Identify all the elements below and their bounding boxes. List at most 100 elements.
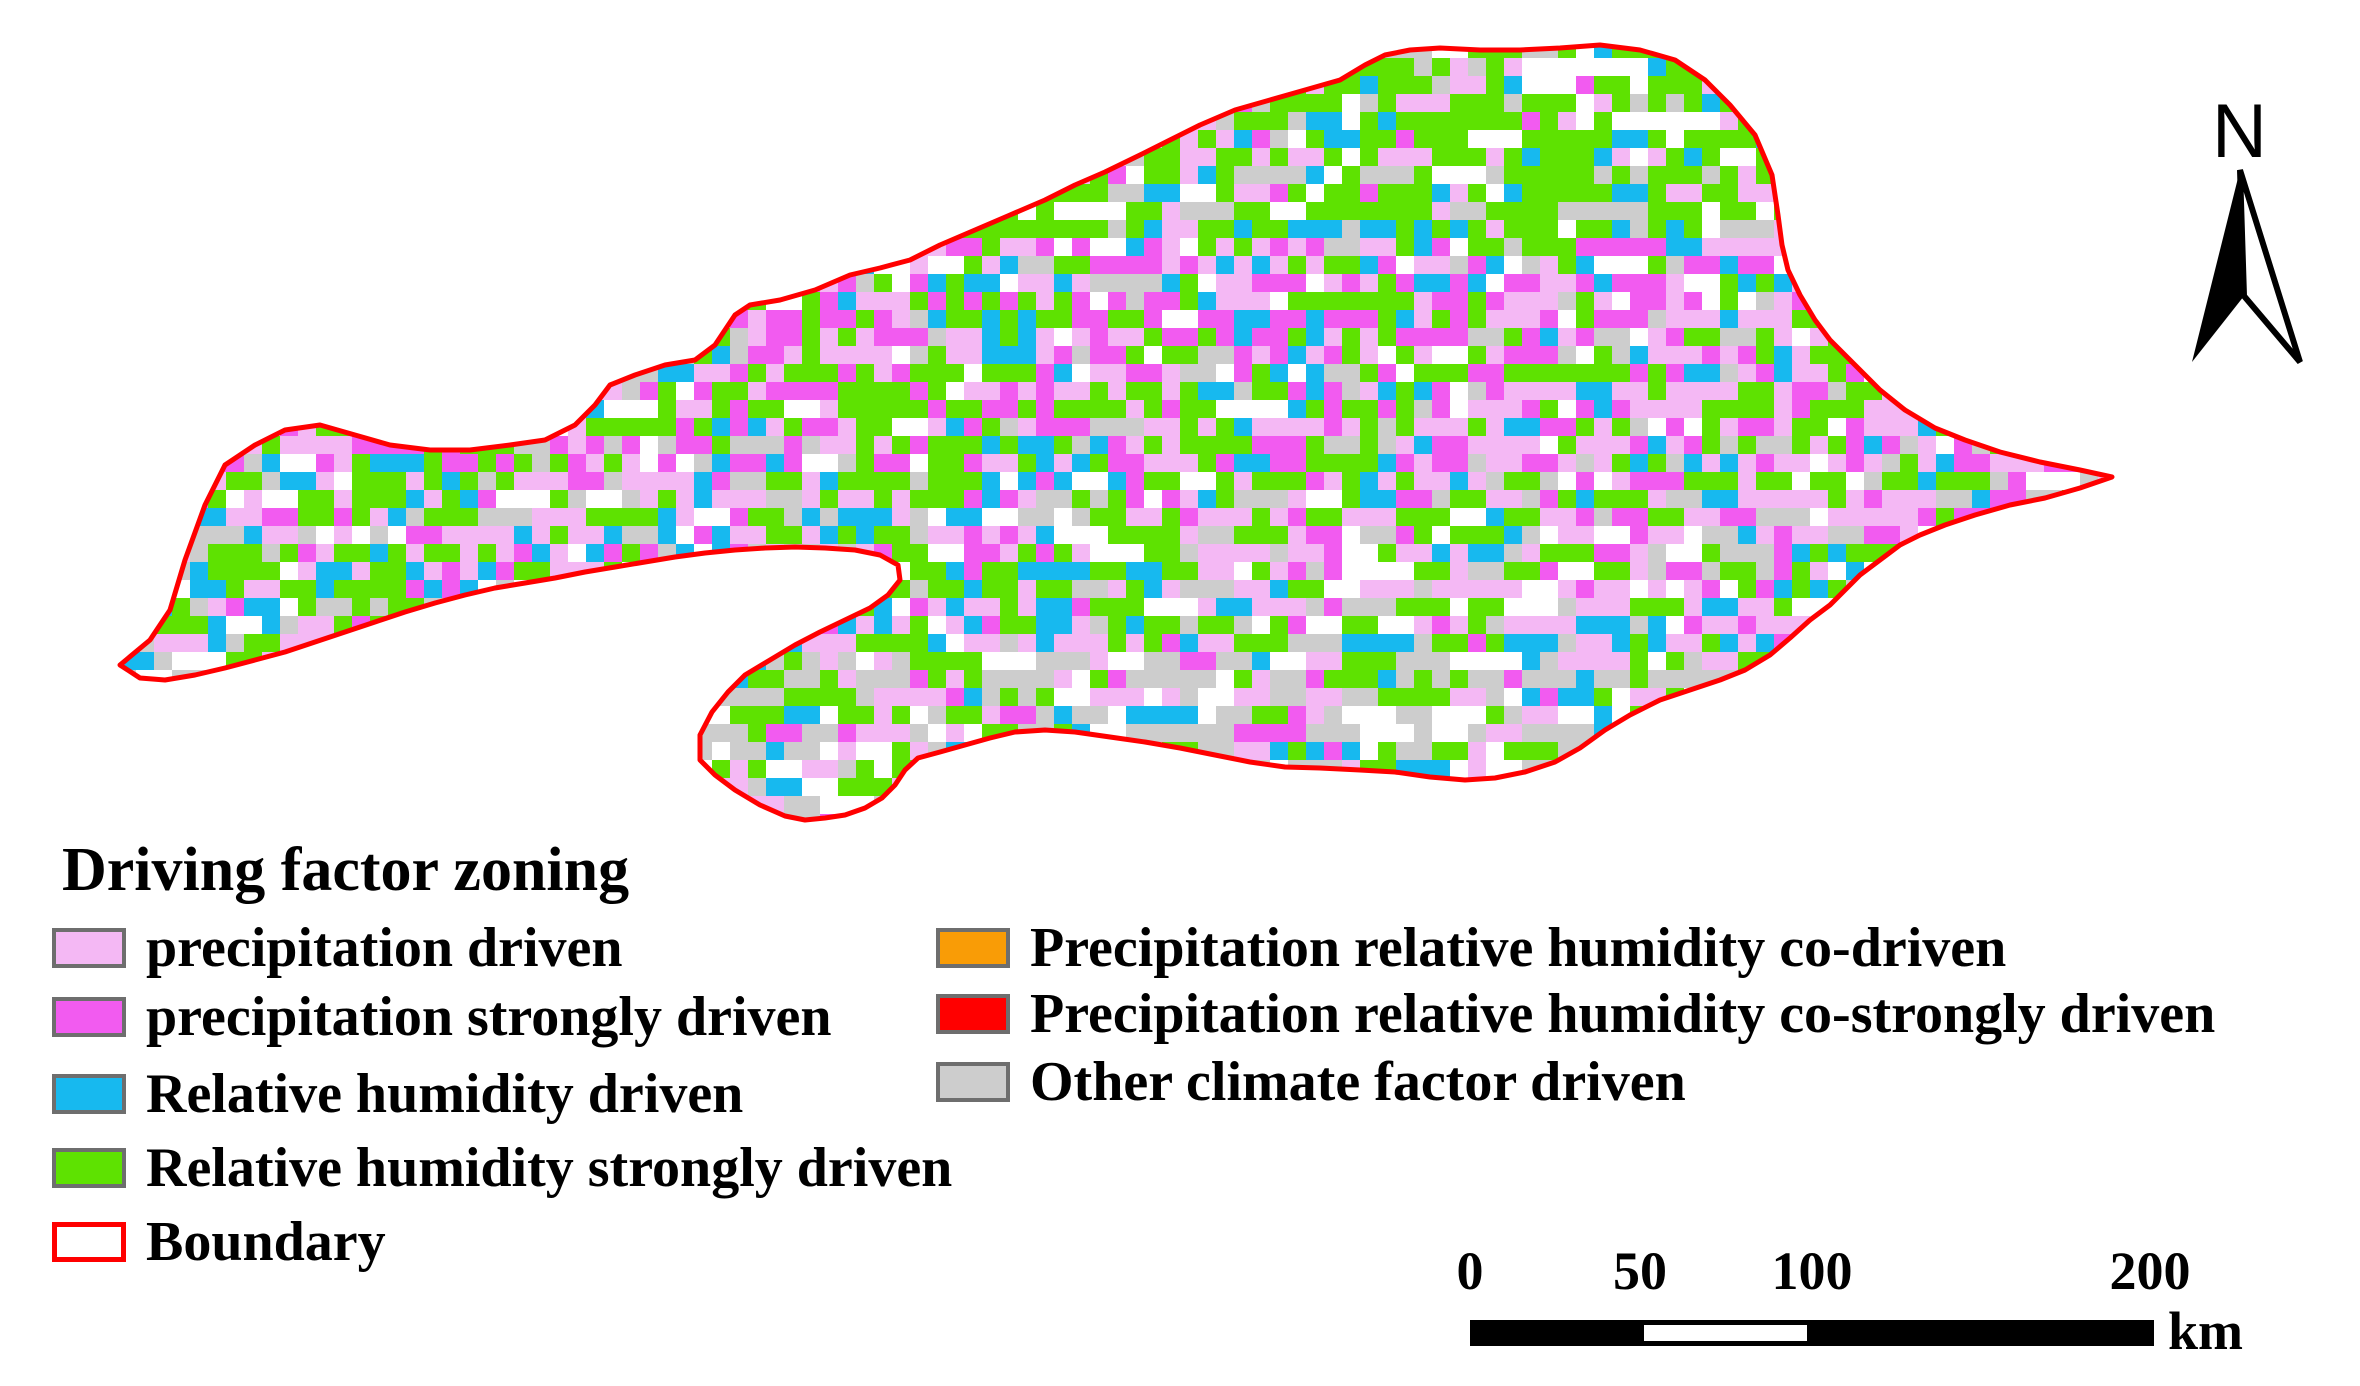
raster-cell [550,238,586,256]
raster-cell [1270,112,1288,130]
raster-cell [1594,184,1612,202]
raster-cell [120,310,172,328]
raster-cell [1324,148,1342,166]
raster-cell [712,400,730,418]
raster-cell [1882,310,1936,328]
raster-cell [568,688,622,706]
raster-cell [1000,328,1018,346]
raster-cell [100,544,118,562]
raster-cell [1810,130,1846,148]
raster-cell [1648,328,1666,346]
scale-tick-0: 0 [1456,1241,1484,1301]
raster-cell [370,76,424,94]
raster-cell [2044,184,2098,202]
raster-cell [1990,670,2026,688]
raster-cell [1738,508,1756,526]
raster-cell [262,508,280,526]
raster-cell [892,706,910,724]
raster-cell [1072,274,1090,292]
raster-cell [1846,148,1864,166]
raster-cell [1360,724,1414,742]
raster-cell [1000,454,1018,472]
raster-cell [424,94,442,112]
raster-cell [712,256,766,274]
legend-item-relative-humidity-driven: Relative humidity driven [52,1063,743,1125]
raster-cell [1774,580,1792,598]
raster-cell [1000,580,1018,598]
raster-cell [946,670,964,688]
raster-cell [2062,292,2080,310]
raster-cell [1558,706,1594,724]
raster-cell [1324,652,1342,670]
raster-cell [1360,814,1414,820]
raster-cell [1306,382,1324,400]
raster-cell [120,148,136,166]
raster-cell [1018,45,1072,58]
raster-cell [550,76,568,94]
raster-cell [2080,328,2112,346]
raster-cell [1324,562,1342,580]
raster-cell [298,760,316,778]
raster-cell [730,94,766,112]
raster-cell [208,814,226,820]
raster-cell [262,688,316,706]
raster-cell [586,130,622,148]
raster-cell [1918,598,1972,616]
raster-cell [1468,436,1486,454]
raster-cell [622,112,640,130]
raster-cell [1774,814,1828,820]
raster-cell [172,418,190,436]
raster-cell [568,220,622,238]
raster-cell [784,616,802,634]
raster-cell [298,238,334,256]
raster-cell [1324,616,1342,634]
raster-cell [766,580,784,598]
legend-item-boundary: Boundary [52,1211,386,1273]
raster-cell [1018,400,1036,418]
raster-cell [496,616,532,634]
raster-cell [712,184,730,202]
raster-cell [1738,796,1792,814]
raster-cell [244,562,280,580]
raster-cell [1846,778,1882,796]
raster-cell [2062,634,2112,652]
raster-cell [1864,598,1900,616]
raster-cell [1990,130,2044,148]
raster-cell [694,112,730,130]
raster-cell [1414,562,1432,580]
raster-cell [964,58,982,76]
raster-cell [2116,148,2152,166]
raster-cell [1648,364,1666,382]
raster-cell [640,760,658,778]
raster-cell [2008,112,2044,130]
raster-cell [460,724,514,742]
raster-cell [478,418,532,436]
raster-cell [2026,436,2062,454]
raster-cell [532,382,586,400]
raster-cell [1702,688,1720,706]
raster-cell [1450,148,1486,166]
raster-cell [766,760,802,778]
raster-cell [1252,274,1288,292]
raster-cell [1630,598,1648,616]
raster-cell [1702,220,1720,238]
raster-cell [1108,364,1126,382]
raster-cell [1882,94,1900,112]
raster-cell [1288,796,1342,814]
raster-cell [604,724,640,742]
raster-cell [2008,796,2026,814]
raster-cell [478,814,514,820]
raster-cell [442,706,478,724]
raster-cell [1234,634,1252,652]
raster-cell [640,310,658,328]
raster-cell [1162,76,1216,94]
raster-cell [1486,202,1522,220]
raster-cell [1972,814,1990,820]
raster-cell [820,580,874,598]
raster-cell [1648,256,1666,274]
raster-cell [892,634,910,652]
raster-cell [298,346,316,364]
raster-cell [1054,706,1072,724]
raster-cell [802,760,838,778]
raster-cell [2098,238,2112,256]
